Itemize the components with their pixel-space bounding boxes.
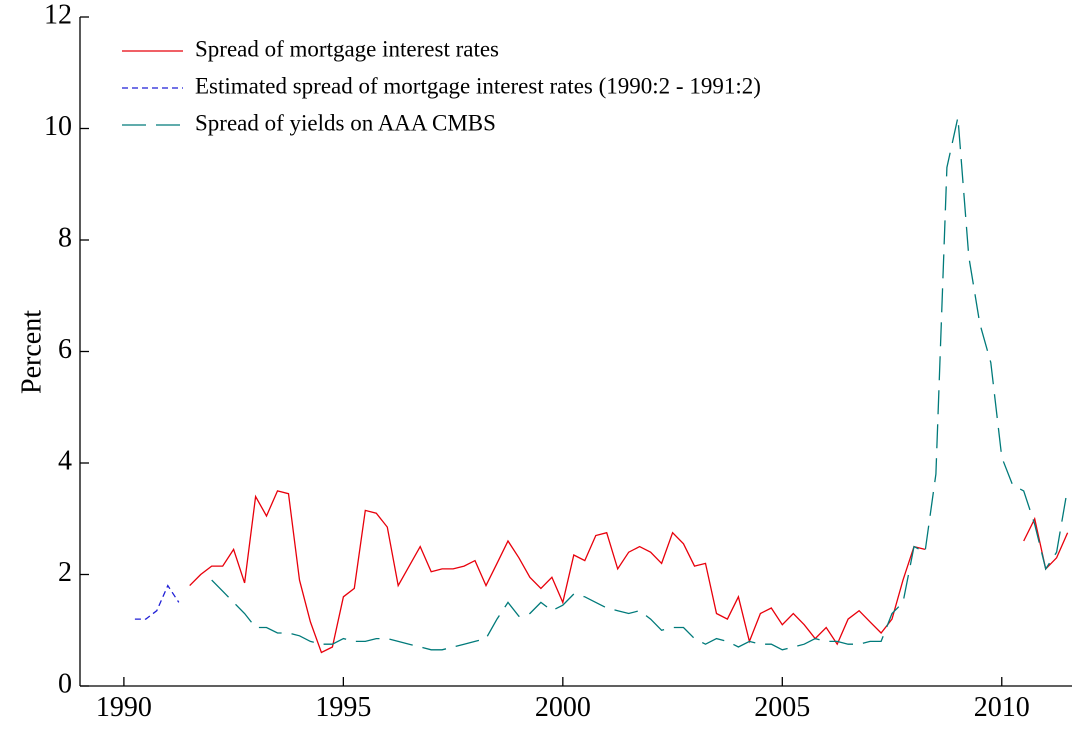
y-tick-label: 2 bbox=[58, 557, 72, 588]
legend-label: Spread of mortgage interest rates bbox=[195, 36, 499, 61]
y-tick-label: 12 bbox=[44, 0, 72, 30]
series-line bbox=[134, 584, 180, 620]
y-tick-label: 10 bbox=[44, 111, 72, 142]
series-line bbox=[189, 490, 1069, 654]
y-tick-label: 8 bbox=[58, 222, 72, 253]
x-tick-label: 1990 bbox=[96, 692, 152, 723]
x-tick-label: 2010 bbox=[974, 692, 1030, 723]
y-tick-label: 4 bbox=[58, 445, 72, 476]
y-tick-label: 6 bbox=[58, 334, 72, 365]
x-tick-label: 1995 bbox=[315, 692, 371, 723]
legend-label: Estimated spread of mortgage interest ra… bbox=[195, 73, 761, 98]
x-tick-label: 2005 bbox=[754, 692, 810, 723]
y-axis-label: Percent bbox=[16, 310, 47, 394]
x-tick-label: 2000 bbox=[535, 692, 591, 723]
legend-label: Spread of yields on AAA CMBS bbox=[195, 110, 496, 135]
y-tick-label: 0 bbox=[58, 668, 72, 699]
series-line bbox=[211, 117, 1069, 651]
